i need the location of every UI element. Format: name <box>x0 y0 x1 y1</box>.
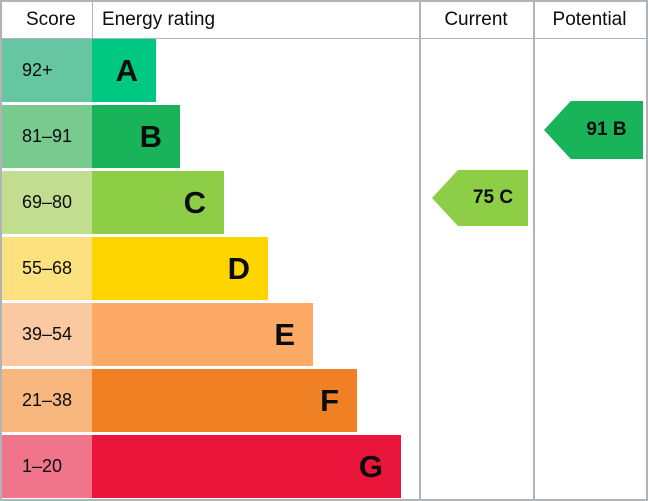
band-bar: D <box>92 237 268 300</box>
energy-rating-column-header: Energy rating <box>102 9 216 30</box>
score-range: 39–54 <box>22 324 73 344</box>
band-letter: B <box>139 118 162 154</box>
band-bar: F <box>92 369 357 432</box>
score-rating-divider <box>92 2 93 39</box>
score-cell: 39–54 <box>2 303 92 366</box>
current-rating-label: 75 C <box>472 187 514 208</box>
band-row-c: 69–80 C <box>2 171 401 234</box>
band-row-d: 55–68 D <box>2 237 401 300</box>
potential-rating-arrow: 91 B <box>544 101 643 159</box>
score-cell: 69–80 <box>2 171 92 234</box>
score-column-header: Score <box>26 9 76 30</box>
potential-rating-label: 91 B <box>586 119 627 140</box>
band-letter: D <box>227 250 250 286</box>
band-bar: C <box>92 171 224 234</box>
band-row-b: 81–91 B <box>2 105 401 168</box>
band-bar: E <box>92 303 313 366</box>
score-range: 55–68 <box>22 258 73 278</box>
band-bar: G <box>92 435 401 498</box>
score-range: 81–91 <box>22 126 73 146</box>
band-letter: A <box>115 52 138 88</box>
header-row: Score Energy rating Current Potential <box>2 2 646 39</box>
score-cell: 81–91 <box>2 105 92 168</box>
score-range: 21–38 <box>22 390 73 410</box>
score-cell: 1–20 <box>2 435 92 498</box>
band-letter: E <box>274 316 295 352</box>
score-range: 1–20 <box>22 456 63 476</box>
score-cell: 21–38 <box>2 369 92 432</box>
current-rating-arrow: 75 C <box>432 170 528 226</box>
potential-column-header: Potential <box>552 9 627 30</box>
band-bar: A <box>92 39 156 102</box>
score-cell: 55–68 <box>2 237 92 300</box>
potential-column-divider <box>533 2 535 499</box>
band-row-a: 92+ A <box>2 39 401 102</box>
score-cell: 92+ <box>2 39 92 102</box>
band-row-f: 21–38 F <box>2 369 401 432</box>
band-letter: F <box>320 382 339 418</box>
band-letter: C <box>183 184 206 220</box>
score-range: 69–80 <box>22 192 73 212</box>
band-row-g: 1–20 G <box>2 435 401 498</box>
score-range: 92+ <box>22 60 53 80</box>
current-column-header: Current <box>444 9 508 30</box>
band-row-e: 39–54 E <box>2 303 401 366</box>
band-letter: G <box>358 448 383 484</box>
current-column-divider <box>419 2 421 499</box>
band-bar: B <box>92 105 180 168</box>
band-rows: 92+ A 81–91 B 69–80 C 55–68 D 39–54 E 21… <box>2 39 401 498</box>
